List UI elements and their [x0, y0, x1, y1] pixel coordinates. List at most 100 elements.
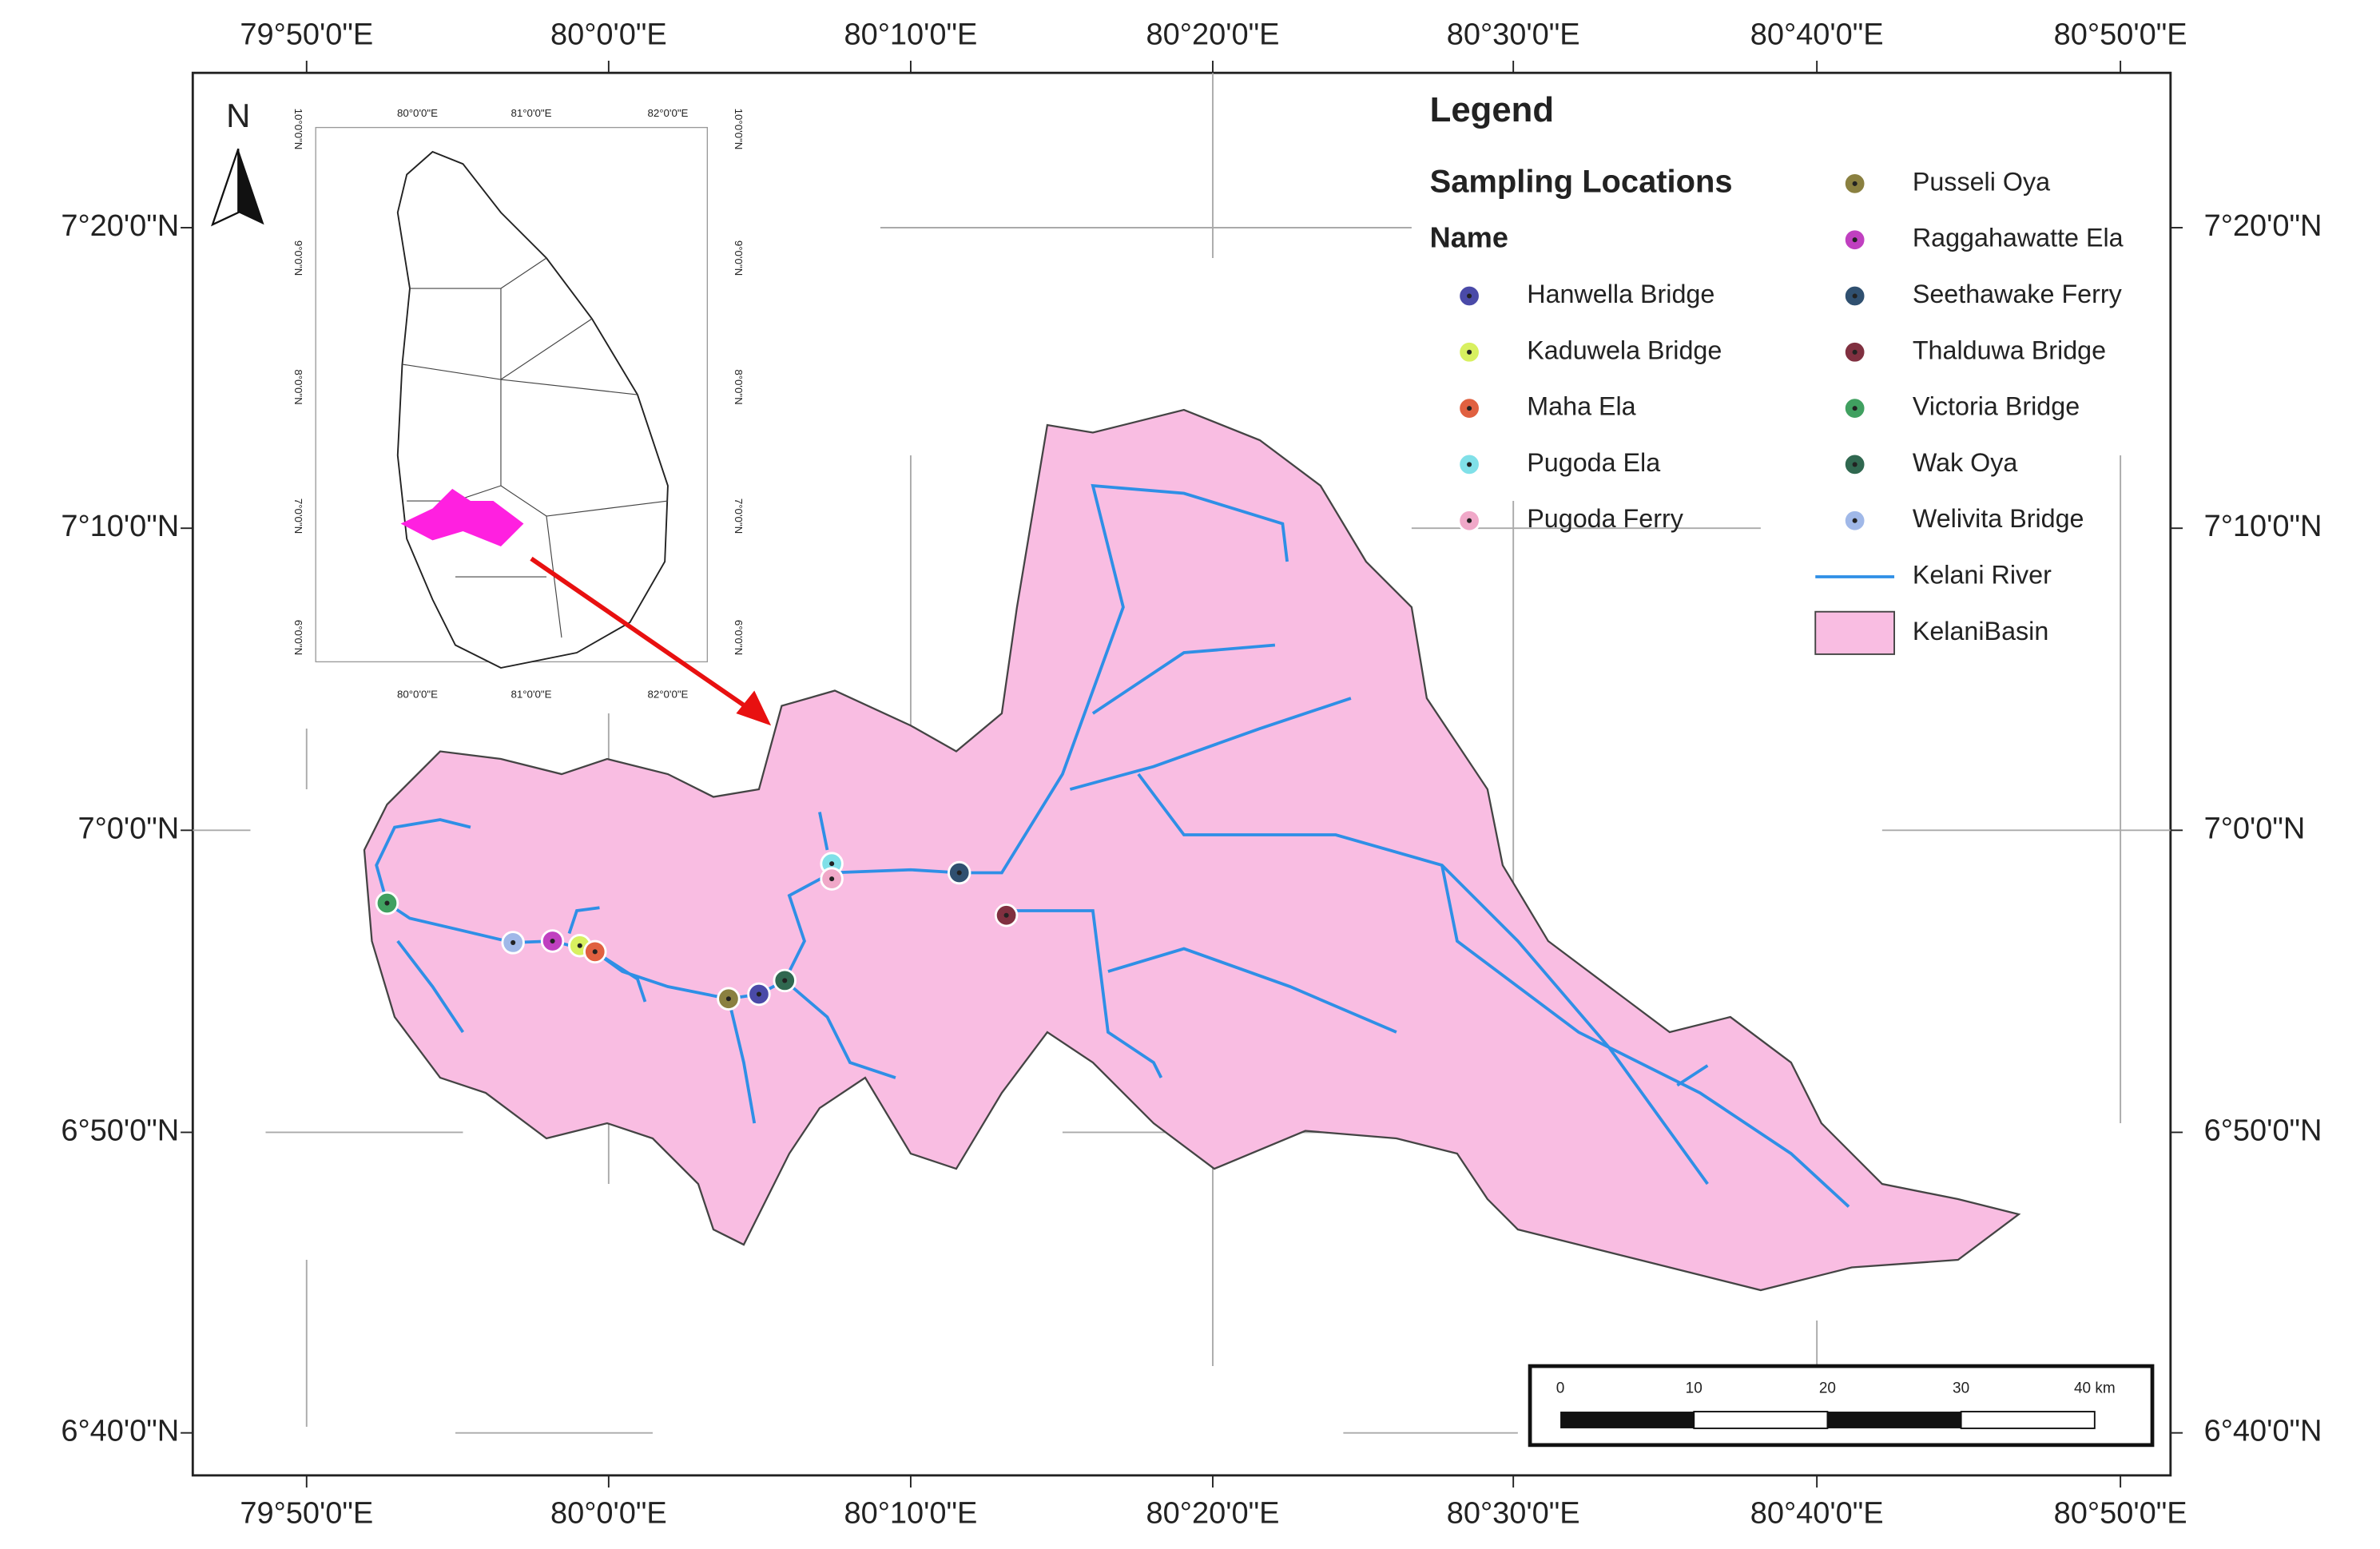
- top-lon-label: 80°50'0"E: [2054, 18, 2187, 52]
- bottom-lon-label: 80°50'0"E: [2054, 1496, 2187, 1530]
- map-frame: [191, 71, 2172, 1477]
- scale-label: 0: [1556, 1380, 1565, 1397]
- legend-marker-center: [1852, 518, 1858, 523]
- right-lat-label: 7°20'0"N: [2204, 209, 2322, 243]
- top-lon-label: 80°0'0"E: [550, 18, 667, 52]
- bottom-lon-label: 80°10'0"E: [844, 1496, 977, 1530]
- legend-field: Name: [1430, 221, 1508, 254]
- legend-marker-center: [1467, 293, 1472, 299]
- kelani-river: [375, 483, 1850, 1208]
- inset-top-label: 82°0'0"E: [647, 107, 688, 119]
- left-lat-label: 6°50'0"N: [61, 1114, 179, 1147]
- top-lon-label: 80°40'0"E: [1750, 18, 1884, 52]
- scale-label: 30: [1953, 1380, 1969, 1397]
- inset-right-label: 10°0'0"N: [733, 109, 745, 150]
- top-lon-label: 79°50'0"E: [240, 18, 373, 52]
- station-marker-center: [384, 900, 390, 906]
- inset-districts: [402, 257, 669, 638]
- right-lat-label: 7°0'0"N: [2204, 812, 2306, 845]
- legend-station: Victoria Bridge: [1913, 392, 2080, 421]
- inset: [315, 126, 772, 726]
- left-lat-label: 7°20'0"N: [61, 209, 179, 243]
- left-lat-label: 7°10'0"N: [61, 510, 179, 543]
- right-lat-label: 6°50'0"N: [2204, 1114, 2322, 1147]
- inset-top-label: 81°0'0"E: [511, 107, 551, 119]
- legend-marker-center: [1852, 462, 1858, 467]
- legend-marker-center: [1467, 462, 1472, 467]
- north-arrow: N: [211, 97, 264, 227]
- left-lat-label: 6°40'0"N: [61, 1415, 179, 1448]
- station-marker-center: [1003, 912, 1009, 918]
- legend-station: Kaduwela Bridge: [1527, 336, 1722, 364]
- bottom-lon-label: 80°20'0"E: [1146, 1496, 1280, 1530]
- legend-station: Welivita Bridge: [1913, 504, 2084, 533]
- top-lon-label: 80°10'0"E: [844, 18, 977, 52]
- inset-right-label: 9°0'0"N: [733, 240, 745, 276]
- legend-marker-center: [1852, 349, 1858, 355]
- station-marker-center: [592, 949, 598, 955]
- legend-basin: KelaniBasin: [1913, 617, 2048, 645]
- legend-marker-center: [1852, 181, 1858, 186]
- bottom-lon-label: 80°30'0"E: [1447, 1496, 1580, 1530]
- locator-arrow: [530, 556, 753, 713]
- inset-left-label: 6°0'0"N: [292, 620, 304, 655]
- legend-marker-center: [1852, 237, 1858, 243]
- basin-swatch: [1814, 610, 1895, 655]
- scale-label: 20: [1819, 1380, 1836, 1397]
- inset-left-label: 9°0'0"N: [292, 240, 304, 276]
- kelani-basin: [363, 408, 2021, 1292]
- station-marker-center: [511, 939, 516, 945]
- legend-station: Pugoda Ela: [1527, 448, 1660, 477]
- station-marker-center: [577, 943, 582, 948]
- top-lon-label: 80°30'0"E: [1447, 18, 1580, 52]
- inset-right-label: 7°0'0"N: [733, 498, 745, 534]
- scale-label: 10: [1686, 1380, 1703, 1397]
- station-marker-center: [756, 991, 761, 997]
- bottom-lon-label: 80°0'0"E: [550, 1496, 667, 1530]
- basin-highlight: [400, 488, 524, 547]
- station-marker-center: [782, 978, 788, 983]
- bottom-lon-label: 80°40'0"E: [1750, 1496, 1884, 1530]
- inset-left-label: 7°0'0"N: [292, 498, 304, 534]
- legend-marker-center: [1467, 349, 1472, 355]
- sri-lanka: [396, 150, 669, 669]
- inset-bottom-label: 81°0'0"E: [511, 689, 551, 701]
- legend-station: Wak Oya: [1913, 448, 2018, 477]
- inset-bottom-label: 82°0'0"E: [647, 689, 688, 701]
- legend-station: Pugoda Ferry: [1527, 504, 1683, 533]
- legend-station: Hanwella Bridge: [1527, 280, 1714, 308]
- legend-station: Pusseli Oya: [1913, 167, 2050, 196]
- legend-river: Kelani River: [1913, 561, 2052, 590]
- right-lat-label: 7°10'0"N: [2204, 510, 2322, 543]
- legend-marker-center: [1852, 406, 1858, 411]
- top-lon-label: 80°20'0"E: [1146, 18, 1280, 52]
- inset-left-label: 10°0'0"N: [292, 109, 304, 150]
- legend-subtitle: Sampling Locations: [1430, 164, 1733, 199]
- left-lat-label: 7°0'0"N: [77, 812, 179, 845]
- legend-station: Maha Ela: [1527, 392, 1635, 421]
- inset-bottom-label: 80°0'0"E: [397, 689, 438, 701]
- scale-label: 40 km: [2074, 1380, 2116, 1397]
- inset-left-label: 8°0'0"N: [292, 369, 304, 404]
- station-marker-center: [829, 861, 835, 867]
- inset-top-label: 80°0'0"E: [397, 107, 438, 119]
- bottom-lon-label: 79°50'0"E: [240, 1496, 373, 1530]
- legend-station: Thalduwa Bridge: [1913, 336, 2106, 364]
- scale-bar: [1528, 1364, 2155, 1448]
- inset-right-label: 8°0'0"N: [733, 369, 745, 404]
- station-marker-center: [829, 876, 835, 882]
- locator-arrowhead: [736, 690, 772, 726]
- station-marker-center: [550, 938, 555, 944]
- inset-right-label: 6°0'0"N: [733, 620, 745, 655]
- legend-title: Legend: [1430, 90, 1554, 129]
- right-lat-label: 6°40'0"N: [2204, 1415, 2322, 1448]
- station-marker-center: [725, 996, 731, 1002]
- legend-marker-center: [1852, 293, 1858, 299]
- legend-marker-center: [1467, 406, 1472, 411]
- station-marker-center: [956, 870, 962, 876]
- legend-marker-center: [1467, 518, 1472, 523]
- legend-station: Seethawake Ferry: [1913, 280, 2123, 308]
- legend-station: Raggahawatte Ela: [1913, 224, 2124, 252]
- north-label: N: [226, 97, 250, 134]
